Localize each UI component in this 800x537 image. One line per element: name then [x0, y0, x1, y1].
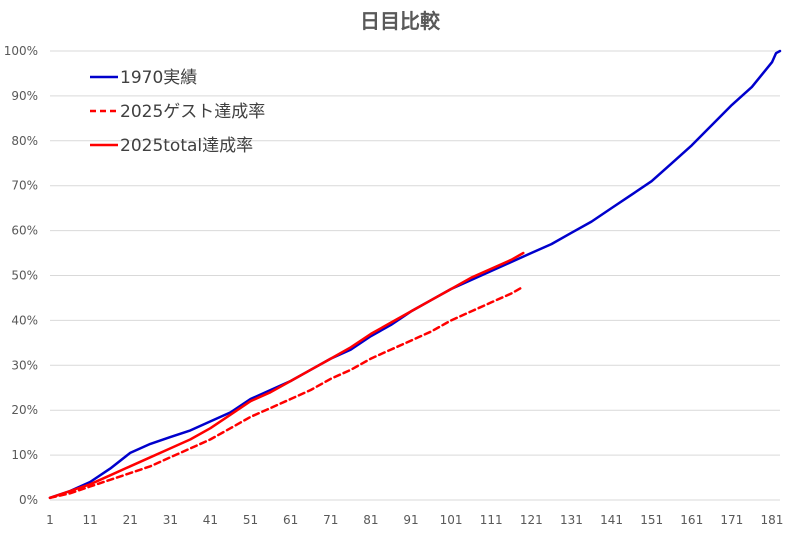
y-axis-ticks: 0% 10% 20% 30% 40% 50% 60% 70% 80% 90% 100% — [4, 44, 38, 507]
legend-label-1: 1970実績 — [120, 68, 197, 88]
legend-label-3: 2025total達成率 — [120, 136, 253, 156]
x-tick-label: 171 — [720, 513, 743, 527]
legend: 1970実績 2025ゲスト達成率 2025total達成率 — [90, 68, 265, 156]
y-tick-label: 20% — [11, 403, 38, 417]
x-tick-label: 51 — [243, 513, 258, 527]
x-tick-label: 61 — [283, 513, 298, 527]
chart-title: 日目比較 — [360, 9, 441, 33]
gridlines — [50, 50, 780, 501]
x-tick-label: 181 — [761, 513, 784, 527]
y-tick-label: 40% — [11, 313, 38, 327]
x-tick-label: 161 — [680, 513, 703, 527]
x-tick-label: 101 — [440, 513, 463, 527]
y-tick-label: 70% — [11, 179, 38, 193]
x-tick-label: 81 — [363, 513, 378, 527]
x-axis-ticks: 1 11 21 31 41 51 61 71 81 91 101 111 121 131 141 151 161… — [46, 513, 783, 527]
y-tick-label: 80% — [11, 134, 38, 148]
x-tick-label: 131 — [560, 513, 583, 527]
x-tick-label: 111 — [480, 513, 503, 527]
x-tick-label: 31 — [163, 513, 178, 527]
x-tick-label: 1 — [46, 513, 54, 527]
y-tick-label: 90% — [11, 89, 38, 103]
x-tick-label: 151 — [640, 513, 663, 527]
y-tick-label: 100% — [4, 44, 38, 58]
x-tick-label: 121 — [520, 513, 543, 527]
x-tick-label: 141 — [600, 513, 623, 527]
x-tick-label: 21 — [123, 513, 138, 527]
y-tick-label: 30% — [11, 358, 38, 372]
x-tick-label: 11 — [82, 513, 97, 527]
legend-label-2: 2025ゲスト達成率 — [120, 102, 265, 122]
y-tick-label: 50% — [11, 269, 38, 283]
y-tick-label: 10% — [11, 448, 38, 462]
y-tick-label: 60% — [11, 224, 38, 238]
series-lines — [48, 49, 782, 500]
y-tick-label: 0% — [19, 493, 38, 507]
x-tick-label: 91 — [403, 513, 418, 527]
series-line-3 — [48, 251, 525, 500]
series-line-2 — [48, 285, 525, 500]
x-tick-label: 41 — [203, 513, 218, 527]
x-tick-label: 71 — [323, 513, 338, 527]
